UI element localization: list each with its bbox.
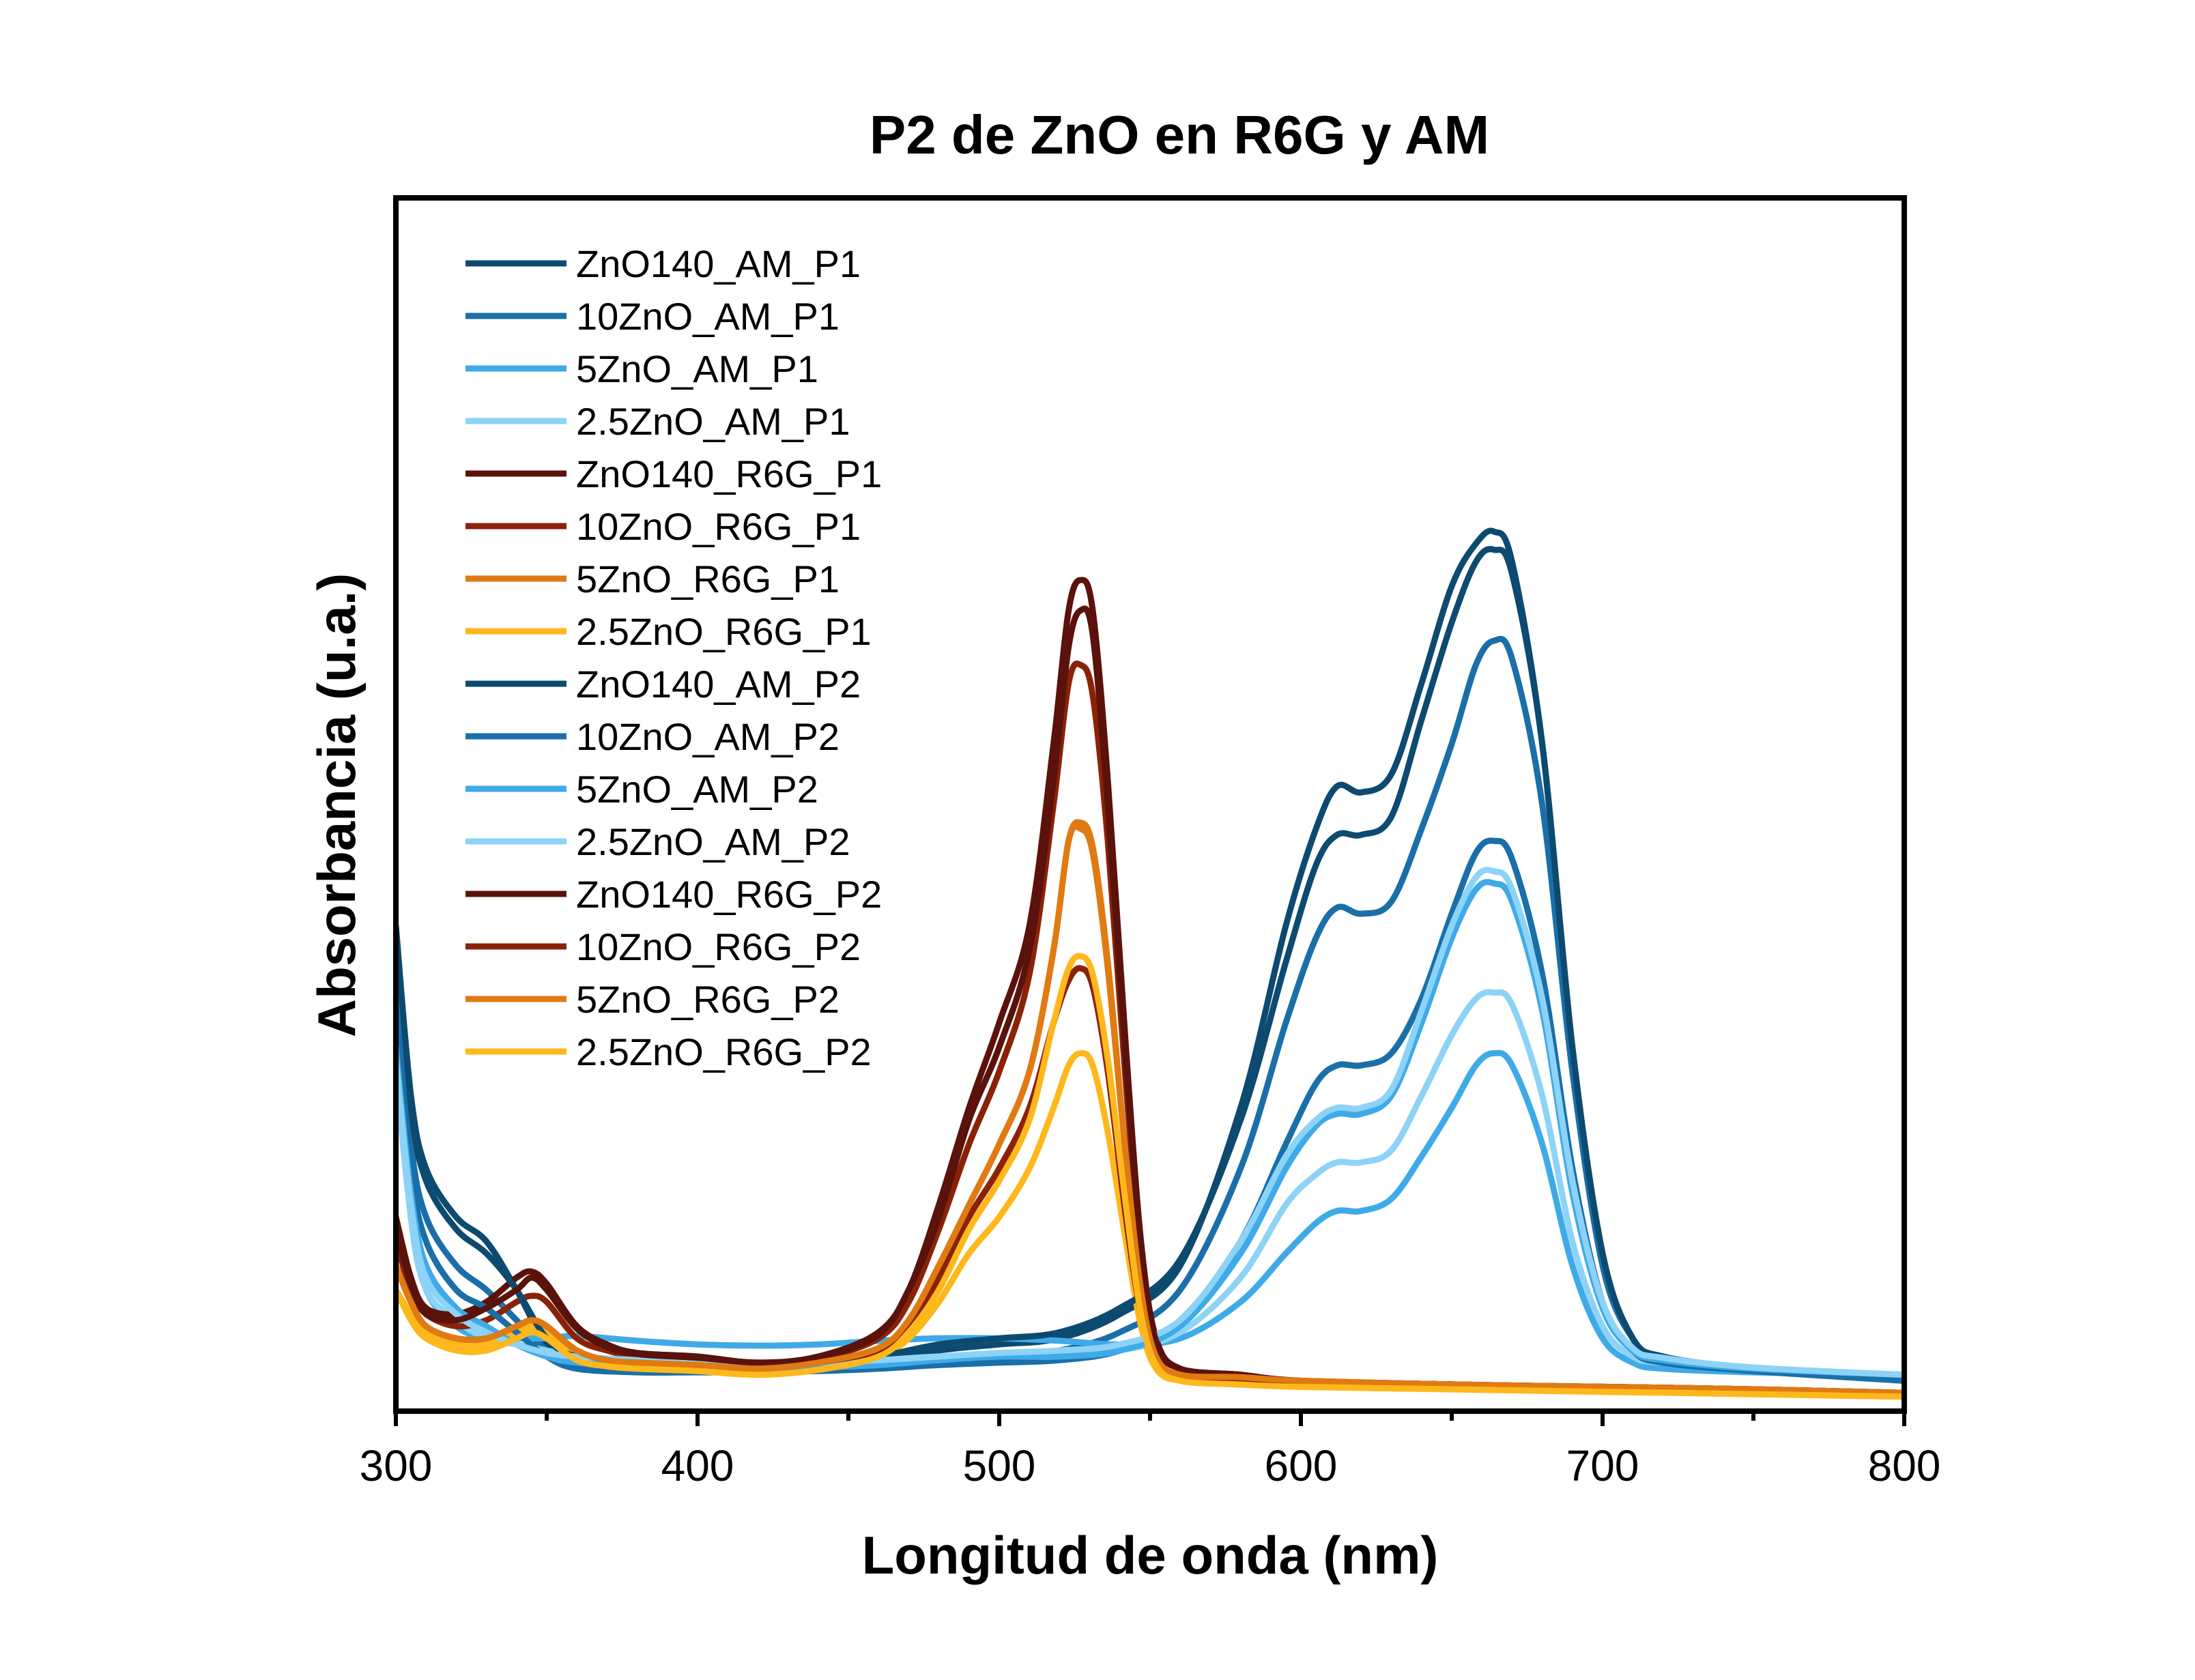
legend: ZnO140_AM_P1 10ZnO_AM_P1 5ZnO_AM_P1 2.5ZnO_… [465, 242, 882, 1073]
legend-label: 2.5ZnO_AM_P1 [576, 400, 850, 443]
legend-label: 5ZnO_R6G_P2 [576, 978, 840, 1021]
legend-label: ZnO140_AM_P2 [576, 663, 861, 706]
x-axis-label: Longitud de onda (nm) [862, 1525, 1439, 1585]
x-axis-ticks: 300 400 500 600 700 800 [360, 1411, 1941, 1490]
x-tick-label: 400 [661, 1441, 734, 1490]
legend-label: 10ZnO_R6G_P1 [576, 505, 861, 548]
legend-label: 5ZnO_AM_P2 [576, 768, 818, 811]
legend-label: 2.5ZnO_R6G_P2 [576, 1030, 872, 1073]
legend-label: 5ZnO_R6G_P1 [576, 557, 840, 600]
legend-label: ZnO140_R6G_P1 [576, 452, 882, 495]
chart-title: P2 de ZnO en R6G y AM [870, 104, 1489, 165]
x-tick-label: 600 [1265, 1441, 1338, 1490]
series-line-2.5ZnO_AM_P2 [396, 867, 1904, 1378]
x-tick-label: 300 [360, 1441, 433, 1490]
legend-label: 5ZnO_AM_P1 [576, 347, 818, 390]
legend-label: 10ZnO_R6G_P2 [576, 925, 861, 968]
legend-label: 10ZnO_AM_P1 [576, 295, 840, 338]
series-line-5ZnO_AM_P1 [396, 1044, 1904, 1378]
series-line-2.5ZnO_R6G_P2 [396, 953, 1904, 1400]
x-tick-label: 700 [1566, 1441, 1639, 1490]
series-layer [396, 527, 1904, 1400]
legend-label: 10ZnO_AM_P2 [576, 715, 840, 758]
x-tick-label: 500 [963, 1441, 1036, 1490]
legend-label: 2.5ZnO_R6G_P1 [576, 610, 872, 653]
legend-label: 2.5ZnO_AM_P2 [576, 820, 850, 863]
series-line-5ZnO_R6G_P2 [396, 823, 1904, 1396]
legend-label: ZnO140_R6G_P2 [576, 873, 882, 916]
legend-label: ZnO140_AM_P1 [576, 242, 861, 285]
x-tick-label: 800 [1868, 1441, 1941, 1490]
y-axis-label: Absorbancia (u.a.) [306, 573, 367, 1037]
